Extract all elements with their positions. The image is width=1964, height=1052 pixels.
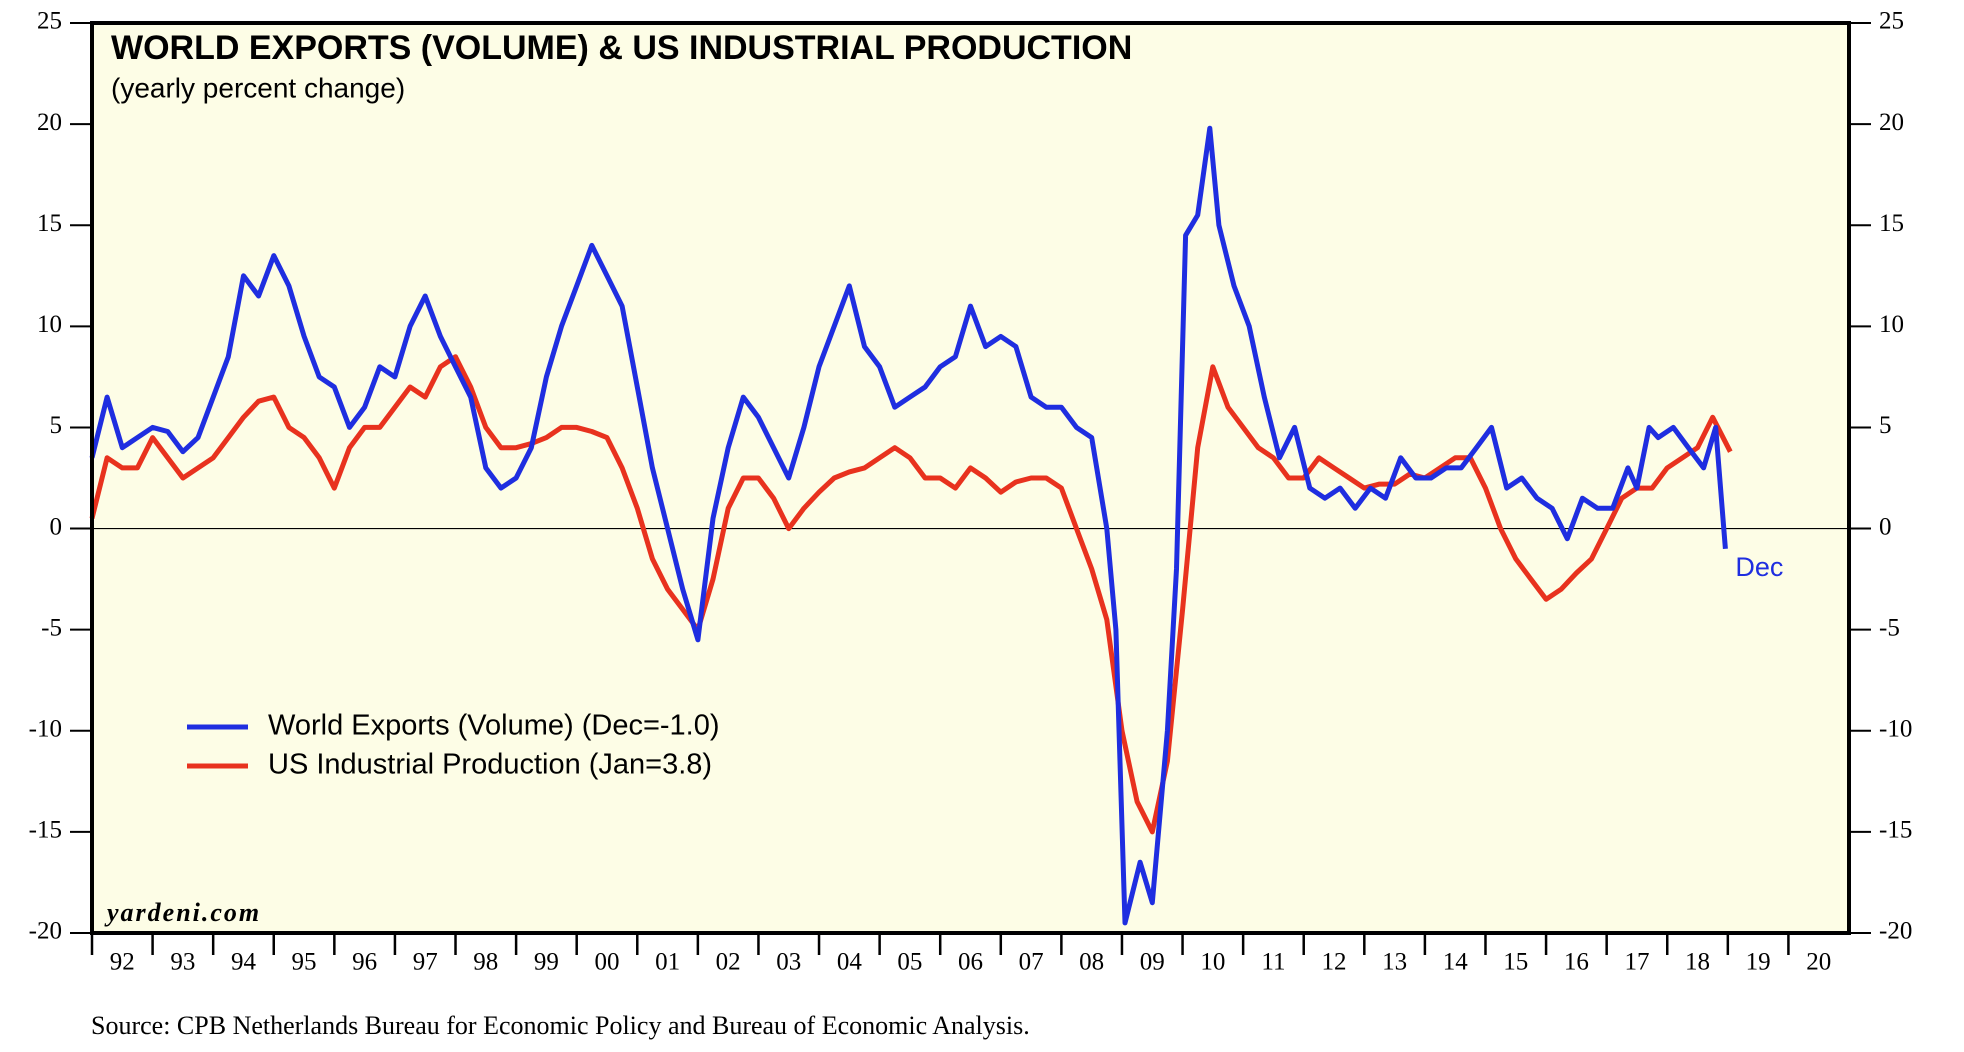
- x-tick-label: 08: [1079, 949, 1104, 976]
- legend-label: US Industrial Production (Jan=3.8): [268, 749, 712, 781]
- x-tick-label: 04: [837, 949, 863, 976]
- x-tick-label: 05: [897, 949, 922, 976]
- source-note: Source: CPB Netherlands Bureau for Econo…: [91, 1011, 1030, 1040]
- x-tick-label: 92: [110, 949, 135, 976]
- x-tick-label: 02: [716, 949, 741, 976]
- y2-tick-label: 10: [1879, 311, 1904, 338]
- y2-tick-label: 15: [1879, 210, 1904, 237]
- series-line: [89, 125, 1728, 926]
- x-tick-label: 17: [1624, 949, 1649, 976]
- chart-subtitle: (yearly percent change): [111, 72, 405, 103]
- x-tick-label: 16: [1564, 949, 1589, 976]
- x-tick-label: 06: [958, 949, 983, 976]
- y-tick-label: -15: [29, 817, 62, 844]
- x-tick-label: 99: [534, 949, 559, 976]
- y2-tick-label: -5: [1879, 614, 1900, 641]
- y-tick-label: -20: [29, 918, 62, 945]
- x-tick-label: 11: [1261, 949, 1285, 976]
- y-tick-label: -5: [41, 614, 62, 641]
- y2-tick-label: 0: [1879, 513, 1892, 540]
- x-tick-label: 01: [655, 949, 680, 976]
- x-tick-label: 14: [1443, 949, 1469, 976]
- y-tick-label: 0: [50, 513, 63, 540]
- y-tick-label: 10: [37, 311, 62, 338]
- plot-frame: [90, 21, 1851, 935]
- x-tick-label: 98: [473, 949, 498, 976]
- y-tick-label: 25: [37, 8, 62, 35]
- x-tick-label: 15: [1503, 949, 1528, 976]
- watermark: yardeni.com: [104, 898, 261, 927]
- x-tick-label: 07: [1019, 949, 1044, 976]
- y2-tick-label: 5: [1879, 412, 1892, 439]
- legend-label: World Exports (Volume) (Dec=-1.0): [268, 710, 720, 742]
- y2-tick-label: 25: [1879, 8, 1904, 35]
- plot-background: [92, 23, 1849, 933]
- x-tick-label: 03: [776, 949, 801, 976]
- annotation: Dec: [1735, 552, 1783, 582]
- y2-tick-label: -20: [1879, 918, 1912, 945]
- x-tick-label: 18: [1685, 949, 1710, 976]
- x-tick-label: 10: [1200, 949, 1225, 976]
- x-tick-label: 12: [1322, 949, 1347, 976]
- y2-tick-label: 20: [1879, 109, 1904, 136]
- y-tick-label: 15: [37, 210, 62, 237]
- chart-title: WORLD EXPORTS (VOLUME) & US INDUSTRIAL P…: [111, 29, 1132, 67]
- y-tick-label: 5: [50, 412, 63, 439]
- y2-tick-label: -15: [1879, 817, 1912, 844]
- x-tick-label: 19: [1746, 949, 1771, 976]
- x-tick-label: 20: [1806, 949, 1831, 976]
- x-tick-label: 09: [1140, 949, 1165, 976]
- y-tick-label: 20: [37, 109, 62, 136]
- x-tick-label: 93: [170, 949, 195, 976]
- x-tick-label: 97: [413, 949, 438, 976]
- x-tick-label: 00: [594, 949, 619, 976]
- y-tick-label: -10: [29, 716, 62, 743]
- x-tick-label: 13: [1382, 949, 1407, 976]
- x-tick-label: 94: [231, 949, 257, 976]
- y2-tick-label: -10: [1879, 716, 1912, 743]
- x-tick-label: 96: [352, 949, 377, 976]
- x-tick-label: 95: [292, 949, 317, 976]
- series-line: [89, 354, 1733, 835]
